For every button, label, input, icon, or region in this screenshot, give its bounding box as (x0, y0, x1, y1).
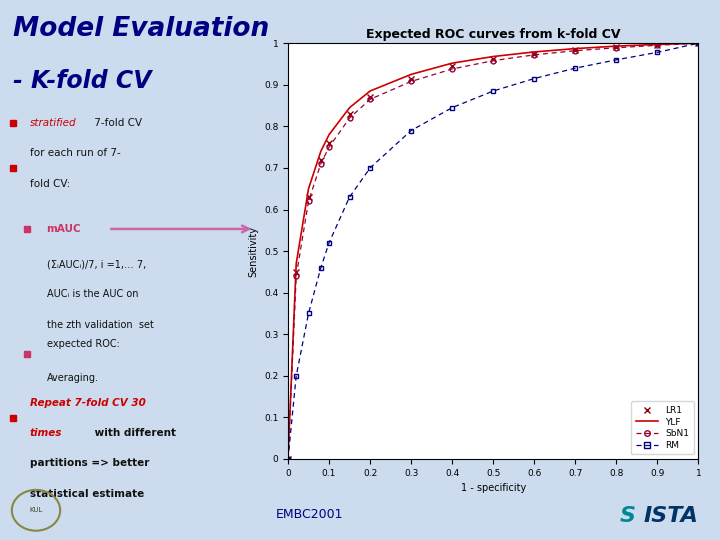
SbN1 (571, 48, 580, 54)
YLF (571, 45, 580, 52)
RM (304, 310, 312, 316)
RM (489, 88, 498, 94)
YLF (304, 185, 312, 192)
Text: expected ROC:: expected ROC: (47, 339, 120, 349)
Text: statistical estimate: statistical estimate (30, 489, 144, 498)
Y-axis label: Sensitivity: Sensitivity (248, 226, 258, 276)
RM (448, 104, 456, 111)
Line: SbN1: SbN1 (286, 40, 701, 462)
SbN1 (694, 40, 703, 46)
LR1 (407, 75, 415, 82)
RM (346, 194, 354, 200)
SbN1 (317, 160, 325, 167)
Text: ISTA: ISTA (643, 505, 698, 526)
SbN1 (448, 66, 456, 72)
Text: KUL: KUL (30, 507, 42, 514)
RM (653, 49, 662, 56)
Text: AUCᵢ is the AUC on: AUCᵢ is the AUC on (47, 289, 138, 300)
RM (366, 165, 374, 171)
SbN1 (284, 456, 292, 462)
RM (571, 65, 580, 71)
LR1 (571, 46, 580, 53)
YLF (366, 88, 374, 94)
Title: Expected ROC curves from k-fold CV: Expected ROC curves from k-fold CV (366, 28, 621, 40)
LR1 (612, 44, 621, 50)
SbN1 (325, 144, 333, 150)
YLF (530, 49, 539, 55)
SbN1 (366, 96, 374, 103)
Line: RM: RM (286, 40, 701, 462)
Text: stratified: stratified (30, 118, 76, 128)
RM (284, 456, 292, 462)
Text: EMBC2001: EMBC2001 (276, 508, 343, 521)
RM (612, 57, 621, 63)
SbN1 (407, 78, 415, 85)
RM (325, 240, 333, 246)
Text: the ᴢth validation  set: the ᴢth validation set (47, 320, 153, 330)
X-axis label: 1 - specificity: 1 - specificity (461, 483, 526, 493)
Text: for each run of 7-: for each run of 7- (30, 148, 120, 158)
YLF (346, 104, 354, 111)
RM (694, 40, 703, 46)
YLF (694, 40, 703, 46)
Text: S: S (620, 505, 636, 526)
Text: (ΣᵢAUCᵢ)/7, i =1,… 7,: (ΣᵢAUCᵢ)/7, i =1,… 7, (47, 259, 145, 269)
LR1 (489, 55, 498, 62)
LR1 (304, 194, 312, 200)
SbN1 (304, 198, 312, 205)
Text: - K-fold CV: - K-fold CV (13, 69, 152, 93)
Legend: LR1, YLF, SbN1, RM: LR1, YLF, SbN1, RM (631, 401, 694, 455)
YLF (325, 131, 333, 138)
YLF (292, 260, 300, 267)
LR1 (448, 63, 456, 69)
LR1 (346, 111, 354, 117)
RM (317, 265, 325, 271)
SbN1 (292, 273, 300, 279)
Text: with different: with different (91, 428, 176, 438)
Text: mAUC: mAUC (47, 224, 81, 234)
YLF (653, 41, 662, 48)
SbN1 (612, 44, 621, 51)
RM (292, 373, 300, 379)
LR1 (694, 40, 703, 46)
Line: YLF: YLF (288, 43, 698, 459)
YLF (317, 148, 325, 154)
YLF (448, 60, 456, 66)
YLF (407, 71, 415, 78)
SbN1 (653, 42, 662, 49)
SbN1 (489, 57, 498, 64)
RM (407, 127, 415, 134)
Line: LR1: LR1 (285, 40, 701, 462)
LR1 (653, 42, 662, 48)
SbN1 (530, 52, 539, 58)
SbN1 (346, 115, 354, 122)
LR1 (292, 268, 300, 275)
YLF (489, 53, 498, 60)
LR1 (530, 50, 539, 57)
LR1 (284, 456, 292, 462)
Text: fold CV:: fold CV: (30, 179, 70, 188)
YLF (612, 43, 621, 49)
Text: partitions => better: partitions => better (30, 458, 149, 468)
YLF (284, 456, 292, 462)
Text: times: times (30, 428, 62, 438)
Text: Repeat 7-fold CV 30: Repeat 7-fold CV 30 (30, 398, 145, 408)
Text: Model Evaluation: Model Evaluation (13, 16, 269, 42)
Text: 7-fold CV: 7-fold CV (91, 118, 143, 128)
RM (530, 75, 539, 82)
LR1 (317, 157, 325, 163)
LR1 (325, 140, 333, 146)
LR1 (366, 94, 374, 100)
Text: Averaging.: Averaging. (47, 373, 99, 383)
